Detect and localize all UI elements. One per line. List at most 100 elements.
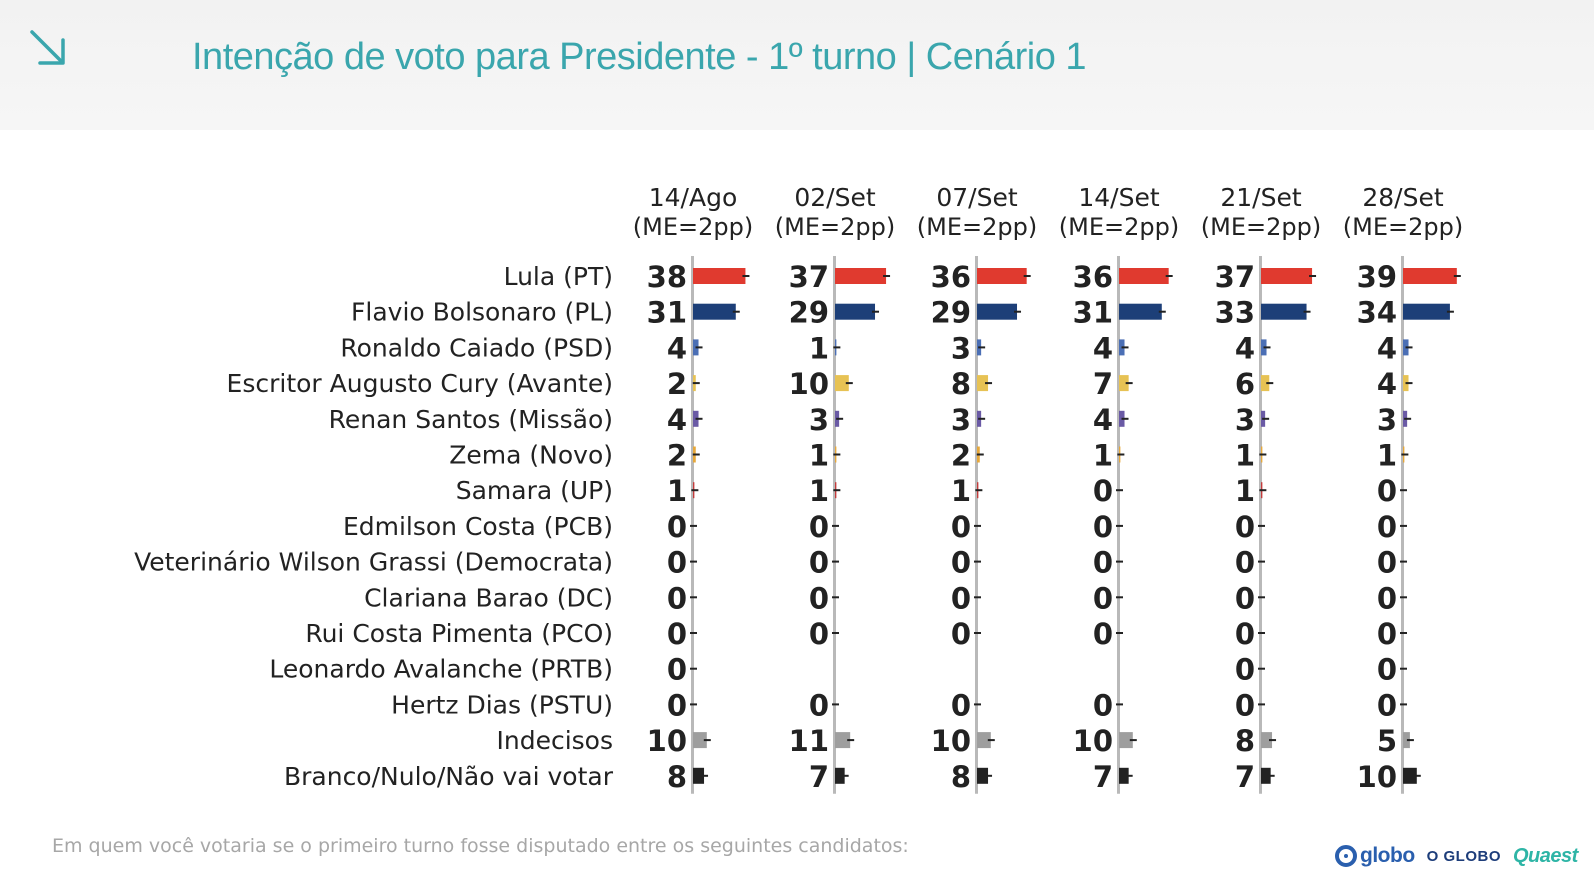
bar [1261, 303, 1307, 320]
value-label: 2 [667, 367, 687, 401]
value-label: 10 [931, 724, 971, 758]
header-band [0, 0, 1594, 130]
value-label: 4 [1235, 331, 1255, 365]
column-margin-label: (ME=2pp) [633, 213, 753, 241]
value-label: 0 [809, 617, 829, 651]
candidate-label: Hertz Dias (PSTU) [391, 690, 613, 719]
bar [1403, 732, 1410, 749]
bar [1403, 268, 1457, 284]
value-label: 0 [1235, 688, 1255, 722]
value-label: 1 [809, 474, 829, 508]
value-label: 0 [1235, 546, 1255, 580]
value-label: 29 [931, 296, 971, 330]
value-label: 0 [951, 617, 971, 651]
value-label: 1 [1235, 474, 1255, 508]
column-date-label: 21/Set [1220, 183, 1301, 212]
bar [1119, 268, 1169, 284]
value-label: 0 [1235, 617, 1255, 651]
bar [977, 268, 1027, 284]
value-label: 33 [1215, 296, 1255, 330]
value-label: 0 [1377, 688, 1397, 722]
value-label: 10 [647, 724, 687, 758]
candidate-label: Renan Santos (Missão) [329, 405, 613, 434]
value-label: 7 [809, 760, 829, 794]
value-label: 4 [1377, 367, 1397, 401]
value-label: 36 [931, 260, 971, 294]
value-label: 31 [1073, 296, 1113, 330]
value-label: 5 [1377, 724, 1397, 758]
value-label: 1 [1377, 439, 1397, 473]
value-label: 0 [667, 653, 687, 687]
bar [1119, 375, 1129, 392]
column-margin-label: (ME=2pp) [917, 213, 1037, 241]
column-date-label: 28/Set [1362, 183, 1443, 212]
value-label: 0 [809, 510, 829, 544]
value-label: 7 [1093, 367, 1113, 401]
globo-logo-icon [1335, 845, 1357, 867]
value-label: 8 [1235, 724, 1255, 758]
value-label: 0 [1093, 510, 1113, 544]
value-label: 37 [1215, 260, 1255, 294]
value-label: 2 [667, 439, 687, 473]
value-label: 0 [951, 581, 971, 615]
bar [693, 767, 705, 784]
value-label: 0 [1235, 653, 1255, 687]
globo-logo: globo [1360, 844, 1415, 867]
oglobo-logo: O GLOBO [1426, 847, 1501, 865]
value-label: 1 [951, 474, 971, 508]
value-label: 0 [809, 581, 829, 615]
value-label: 4 [1093, 331, 1113, 365]
value-label: 0 [1377, 546, 1397, 580]
value-label: 3 [951, 331, 971, 365]
bar [1403, 303, 1450, 320]
column-date-label: 02/Set [794, 183, 875, 212]
candidate-label: Indecisos [496, 726, 613, 755]
candidate-label: Zema (Novo) [449, 441, 613, 470]
value-label: 3 [1235, 403, 1255, 437]
candidate-label: Leonardo Avalanche (PRTB) [269, 655, 613, 684]
value-label: 0 [667, 617, 687, 651]
value-label: 0 [667, 688, 687, 722]
value-label: 29 [789, 296, 829, 330]
bar [835, 375, 849, 392]
candidate-label: Rui Costa Pimenta (PCO) [305, 619, 613, 648]
value-label: 4 [667, 331, 687, 365]
bar [1261, 732, 1273, 749]
value-label: 0 [667, 546, 687, 580]
value-label: 11 [789, 724, 829, 758]
poll-chart: 14/Ago(ME=2pp)02/Set(ME=2pp)07/Set(ME=2p… [134, 183, 1463, 794]
bar [1119, 767, 1129, 784]
value-label: 1 [1093, 439, 1113, 473]
bar [977, 767, 989, 784]
page-title: Intenção de voto para Presidente - 1º tu… [192, 36, 1087, 78]
arrow-down-right-icon [30, 30, 65, 65]
bar [1403, 767, 1417, 784]
value-label: 0 [1093, 617, 1113, 651]
bar [835, 303, 876, 320]
column-date-label: 14/Set [1078, 183, 1159, 212]
value-label: 37 [789, 260, 829, 294]
value-label: 38 [647, 260, 687, 294]
value-label: 0 [809, 546, 829, 580]
value-label: 0 [1377, 510, 1397, 544]
bar [977, 732, 991, 749]
value-label: 8 [951, 367, 971, 401]
value-label: 10 [1073, 724, 1113, 758]
value-label: 0 [667, 581, 687, 615]
value-label: 1 [1235, 439, 1255, 473]
value-label: 0 [1093, 546, 1113, 580]
value-label: 0 [1377, 474, 1397, 508]
value-label: 0 [951, 688, 971, 722]
value-label: 3 [809, 403, 829, 437]
value-label: 4 [1093, 403, 1113, 437]
column-margin-label: (ME=2pp) [1201, 213, 1321, 241]
candidate-label: Clariana Barao (DC) [364, 583, 613, 612]
value-label: 0 [951, 510, 971, 544]
bar [835, 767, 845, 784]
candidate-label: Veterinário Wilson Grassi (Democrata) [134, 548, 613, 577]
bar [977, 375, 989, 392]
candidate-label: Ronaldo Caiado (PSD) [340, 333, 613, 362]
bar [1261, 767, 1271, 784]
bar [1261, 268, 1313, 284]
value-label: 34 [1357, 296, 1397, 330]
